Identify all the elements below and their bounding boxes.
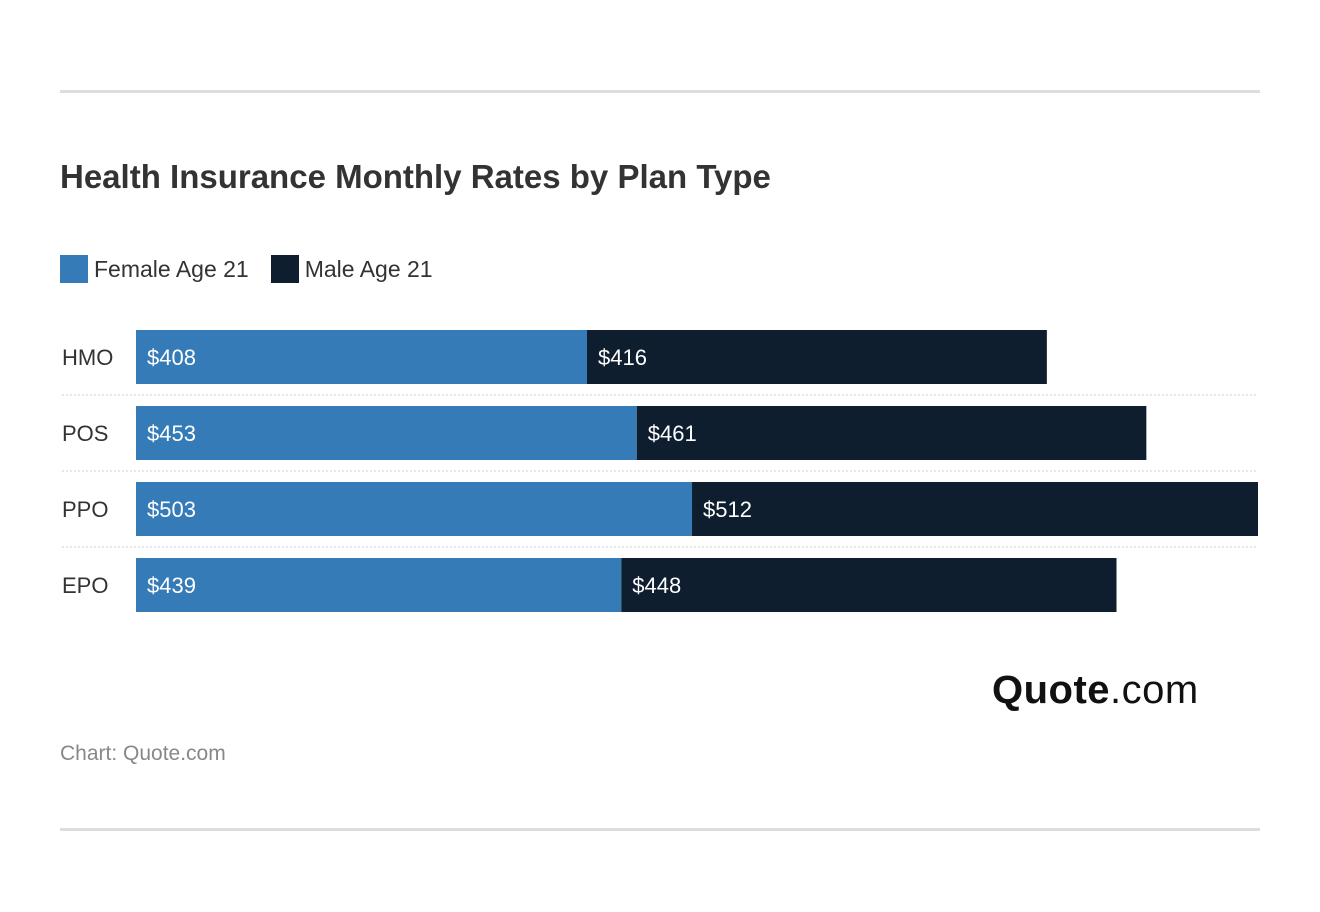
category-label-epo: EPO: [62, 573, 108, 598]
legend-label-male: Male Age 21: [304, 255, 433, 282]
category-label-hmo: HMO: [62, 345, 113, 370]
data-label-pos-male: $461: [648, 421, 697, 446]
bar-epo-male: [621, 558, 1117, 612]
top-divider: [60, 90, 1260, 93]
bar-pos-male: [636, 406, 1147, 460]
legend-label-female: Female Age 21: [94, 255, 249, 282]
bar-pos-female: [136, 406, 637, 460]
data-label-ppo-female: $503: [147, 497, 196, 522]
data-label-hmo-female: $408: [147, 345, 196, 370]
legend-item-female: Female Age 21: [60, 255, 249, 283]
bar-hmo-male: [587, 330, 1047, 384]
data-label-hmo-male: $416: [598, 345, 647, 370]
chart-source: Chart: Quote.com: [60, 742, 226, 765]
data-label-epo-male: $448: [632, 573, 681, 598]
chart-legend: Female Age 21 Male Age 21: [60, 254, 455, 284]
data-label-epo-female: $439: [147, 573, 196, 598]
bottom-divider: [60, 828, 1260, 831]
legend-item-male: Male Age 21: [270, 255, 433, 283]
bar-hmo-female: [136, 330, 588, 384]
data-label-ppo-male: $512: [703, 497, 752, 522]
data-label-pos-female: $453: [147, 421, 196, 446]
bar-epo-female: [136, 558, 622, 612]
legend-swatch-male: [270, 255, 299, 283]
bar-ppo-female: [136, 482, 693, 536]
logo-text-bold: Quote: [992, 668, 1111, 712]
chart-title: Health Insurance Monthly Rates by Plan T…: [60, 158, 771, 195]
category-label-ppo: PPO: [62, 497, 108, 522]
bar-ppo-male: [692, 482, 1258, 536]
legend-swatch-female: [60, 255, 88, 283]
brand-logo: Quote.com: [992, 668, 1199, 713]
category-label-pos: POS: [62, 421, 108, 446]
logo-text-light: .com: [1110, 668, 1199, 712]
